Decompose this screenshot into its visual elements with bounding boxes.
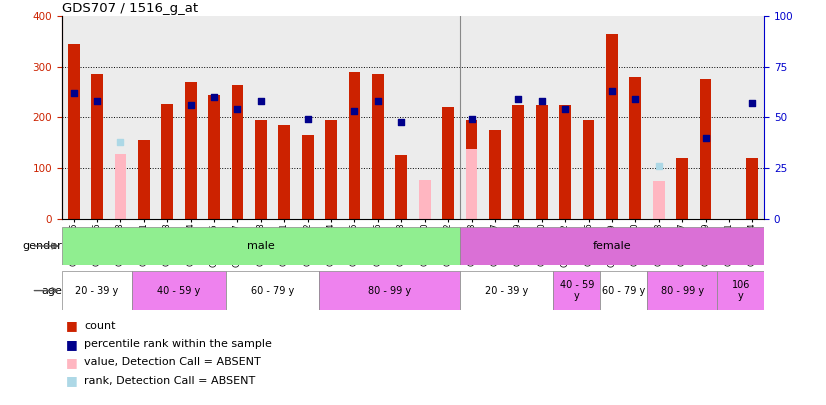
Bar	[62, 227, 460, 265]
Bar	[255, 120, 267, 219]
Bar	[62, 271, 132, 310]
Bar	[68, 44, 79, 219]
Point	[67, 90, 80, 96]
Text: 106
y: 106 y	[732, 280, 750, 301]
Bar	[396, 156, 407, 219]
Bar	[115, 154, 126, 219]
Text: 40 - 59 y: 40 - 59 y	[157, 286, 201, 296]
Point	[605, 88, 619, 94]
Bar	[185, 82, 197, 219]
Text: GDS707 / 1516_g_at: GDS707 / 1516_g_at	[62, 2, 198, 15]
Point	[348, 108, 361, 115]
Point	[114, 139, 127, 145]
Bar	[536, 105, 548, 219]
Text: ■: ■	[66, 356, 78, 369]
Bar	[460, 271, 553, 310]
Point	[372, 98, 385, 104]
Bar	[132, 271, 225, 310]
Bar	[349, 72, 360, 219]
Bar	[747, 158, 758, 219]
Text: count: count	[84, 321, 116, 331]
Bar	[653, 181, 665, 219]
Point	[746, 100, 759, 107]
Point	[90, 98, 104, 104]
Bar	[138, 140, 150, 219]
Text: percentile rank within the sample: percentile rank within the sample	[84, 339, 272, 349]
Point	[184, 102, 197, 109]
Text: 80 - 99 y: 80 - 99 y	[661, 286, 704, 296]
Bar	[301, 135, 314, 219]
Bar	[325, 120, 337, 219]
Bar	[91, 75, 103, 219]
Bar	[553, 271, 601, 310]
Text: age: age	[41, 286, 62, 296]
Point	[254, 98, 268, 104]
Bar	[225, 271, 320, 310]
Bar	[320, 271, 460, 310]
Point	[699, 134, 712, 141]
Point	[301, 116, 314, 123]
Bar	[466, 149, 477, 219]
Point	[465, 116, 478, 123]
Bar	[489, 130, 501, 219]
Text: ■: ■	[66, 338, 78, 351]
Bar	[372, 75, 384, 219]
Bar	[700, 79, 711, 219]
Text: gender: gender	[22, 241, 62, 251]
Bar	[717, 271, 764, 310]
Bar	[582, 120, 595, 219]
Text: ■: ■	[66, 374, 78, 387]
Text: 40 - 59
y: 40 - 59 y	[560, 280, 594, 301]
Text: ■: ■	[66, 320, 78, 333]
Bar	[208, 95, 220, 219]
Point	[558, 106, 572, 113]
Point	[207, 94, 221, 100]
Point	[511, 96, 525, 102]
Bar	[647, 271, 717, 310]
Bar	[601, 271, 647, 310]
Bar	[419, 180, 430, 219]
Text: 60 - 79 y: 60 - 79 y	[251, 286, 294, 296]
Text: 80 - 99 y: 80 - 99 y	[368, 286, 411, 296]
Bar	[559, 105, 571, 219]
Text: 20 - 39 y: 20 - 39 y	[75, 286, 119, 296]
Text: rank, Detection Call = ABSENT: rank, Detection Call = ABSENT	[84, 376, 255, 386]
Point	[652, 163, 665, 169]
Bar	[512, 105, 525, 219]
Text: male: male	[247, 241, 275, 251]
Text: value, Detection Call = ABSENT: value, Detection Call = ABSENT	[84, 358, 261, 367]
Point	[230, 106, 244, 113]
Bar	[161, 104, 173, 219]
Bar	[466, 120, 477, 219]
Bar	[460, 227, 764, 265]
Bar	[278, 125, 290, 219]
Bar	[629, 77, 641, 219]
Text: female: female	[592, 241, 631, 251]
Text: 20 - 39 y: 20 - 39 y	[485, 286, 529, 296]
Point	[535, 98, 548, 104]
Bar	[676, 158, 688, 219]
Bar	[606, 34, 618, 219]
Point	[629, 96, 642, 102]
Bar	[442, 107, 454, 219]
Bar	[231, 85, 244, 219]
Point	[395, 118, 408, 125]
Text: 60 - 79 y: 60 - 79 y	[602, 286, 645, 296]
